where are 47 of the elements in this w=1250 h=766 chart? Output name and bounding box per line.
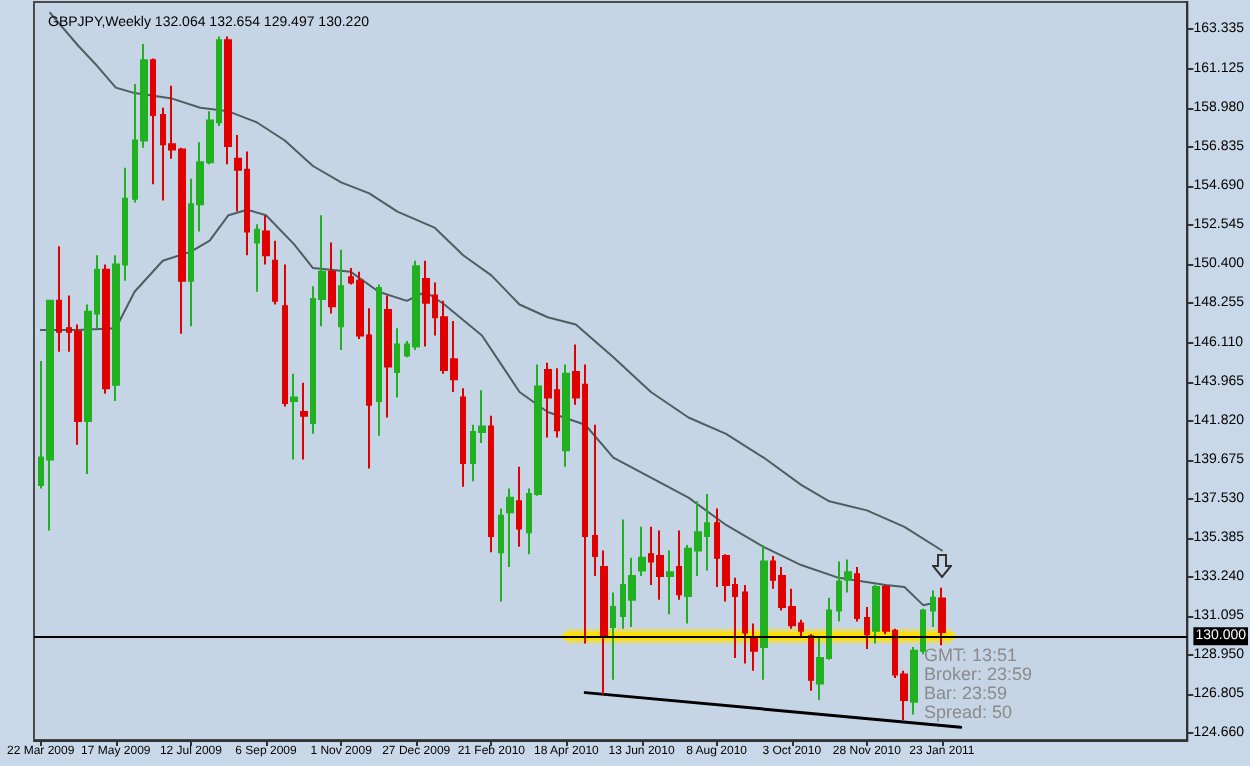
candlestick — [46, 299, 54, 532]
annotation: GMT: 13:51 — [924, 645, 1018, 665]
candlestick — [750, 622, 758, 672]
candlestick — [300, 381, 308, 461]
candlestick — [638, 525, 646, 577]
candlestick — [412, 259, 420, 352]
candlestick — [742, 584, 748, 665]
candlestick — [864, 605, 870, 650]
candlestick — [272, 239, 278, 306]
candlestick — [102, 263, 110, 395]
candlestick — [808, 633, 814, 692]
candlestick — [760, 544, 768, 681]
candlestick — [282, 263, 288, 408]
candlestick — [610, 591, 616, 681]
candlestick — [676, 529, 682, 601]
candlestick — [150, 57, 156, 186]
candlestick — [488, 414, 494, 554]
candlestick — [938, 586, 946, 647]
candlestick — [666, 549, 674, 616]
annotation: Broker: 23:59 — [924, 664, 1033, 684]
annotation: Spread: 50 — [924, 702, 1013, 722]
candlestick — [394, 327, 400, 399]
candlestick — [338, 248, 344, 352]
candlestick — [56, 245, 62, 353]
candlestick — [290, 372, 298, 461]
candlestick — [930, 589, 936, 629]
candlestick — [376, 283, 382, 437]
candlestick — [656, 529, 664, 601]
candlestick — [544, 361, 552, 439]
candlestick — [328, 241, 336, 315]
line-series — [39, 208, 934, 607]
candlestick — [224, 35, 232, 166]
candlestick — [600, 549, 608, 696]
candlestick — [422, 259, 430, 348]
line-series — [49, 11, 943, 552]
candlestick — [262, 214, 270, 266]
candlestick — [254, 223, 260, 293]
candlestick — [516, 465, 522, 548]
candlestick — [506, 487, 514, 568]
candlestick — [854, 565, 860, 623]
candlestick — [460, 387, 466, 488]
candlestick — [498, 507, 504, 603]
candlestick — [592, 423, 598, 577]
candlestick — [384, 294, 392, 419]
annotation: Bar: 23:59 — [924, 683, 1008, 703]
candlestick — [562, 363, 570, 468]
candlestick — [872, 584, 880, 645]
